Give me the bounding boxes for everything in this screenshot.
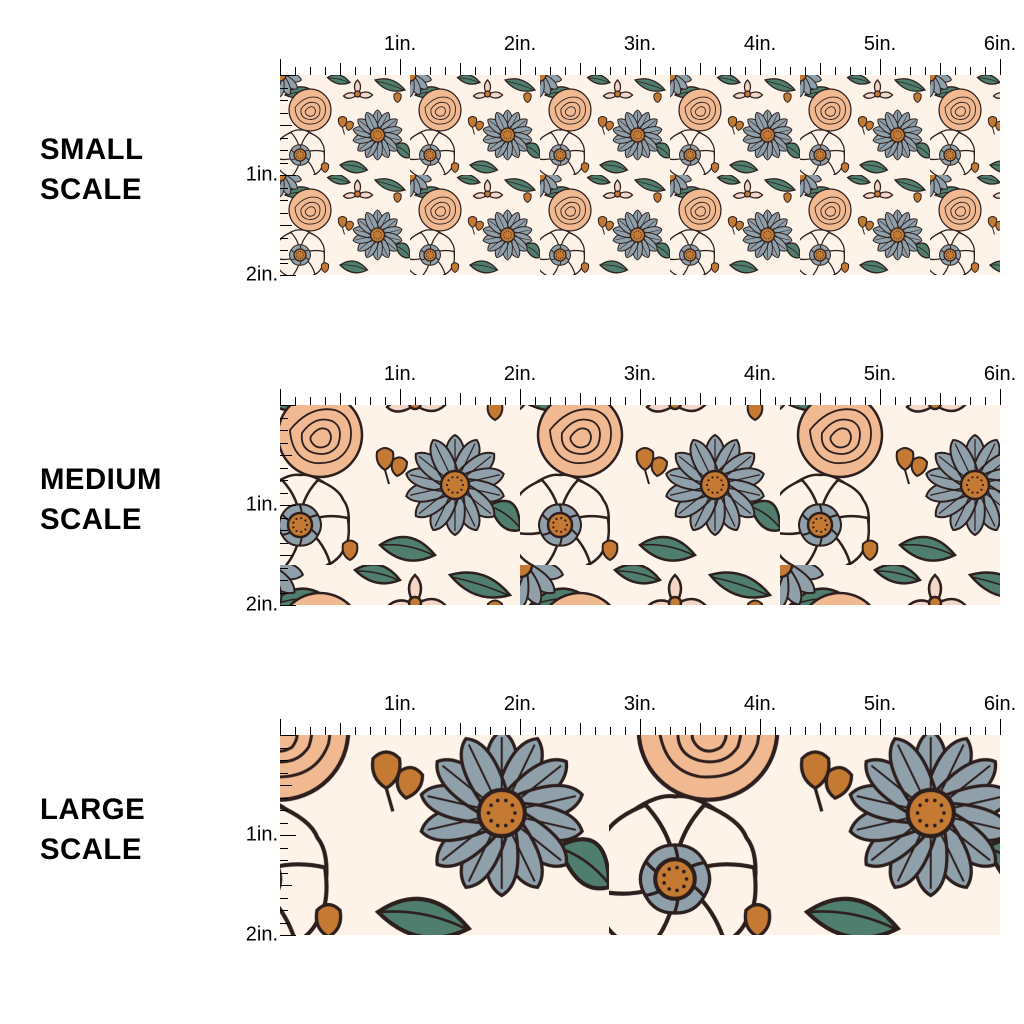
- ruler-vertical: 1in.2in.: [280, 405, 318, 605]
- ruler-horizontal: 1in.2in.3in.4in.5in.6in.: [280, 367, 1000, 405]
- ruler-h-label: 5in.: [864, 33, 896, 56]
- pattern-swatch: [280, 405, 1000, 605]
- ruler-h-label: 1in.: [384, 33, 416, 56]
- ruler-horizontal: 1in.2in.3in.4in.5in.6in.: [280, 697, 1000, 735]
- scale-label: SMALL SCALE: [40, 130, 144, 209]
- ruler-horizontal: 1in.2in.3in.4in.5in.6in.: [280, 37, 1000, 75]
- ruler-v-label: 2in.: [238, 264, 278, 287]
- ruler-h-label: 4in.: [744, 363, 776, 386]
- pattern-swatch: [280, 735, 1000, 935]
- ruler-h-label: 6in.: [984, 33, 1016, 56]
- ruler-v-label: 2in.: [238, 594, 278, 617]
- ruler-h-label: 4in.: [744, 33, 776, 56]
- ruler-h-label: 3in.: [624, 693, 656, 716]
- ruler-v-label: 1in.: [238, 824, 278, 847]
- ruler-h-label: 2in.: [504, 693, 536, 716]
- ruler-h-label: 3in.: [624, 33, 656, 56]
- ruler-h-label: 5in.: [864, 363, 896, 386]
- ruler-vertical: 1in.2in.: [280, 75, 318, 275]
- ruler-h-label: 2in.: [504, 363, 536, 386]
- ruler-v-label: 2in.: [238, 924, 278, 947]
- ruler-h-label: 6in.: [984, 363, 1016, 386]
- ruler-vertical: 1in.2in.: [280, 735, 318, 935]
- ruler-h-label: 1in.: [384, 363, 416, 386]
- ruler-v-label: 1in.: [238, 164, 278, 187]
- ruler-h-label: 3in.: [624, 363, 656, 386]
- ruler-h-label: 6in.: [984, 693, 1016, 716]
- scale-label: MEDIUM SCALE: [40, 460, 162, 539]
- pattern-swatch: [280, 75, 1000, 275]
- ruler-h-label: 2in.: [504, 33, 536, 56]
- ruler-h-label: 5in.: [864, 693, 896, 716]
- ruler-h-label: 1in.: [384, 693, 416, 716]
- ruler-h-label: 4in.: [744, 693, 776, 716]
- scale-label: LARGE SCALE: [40, 790, 145, 869]
- ruler-v-label: 1in.: [238, 494, 278, 517]
